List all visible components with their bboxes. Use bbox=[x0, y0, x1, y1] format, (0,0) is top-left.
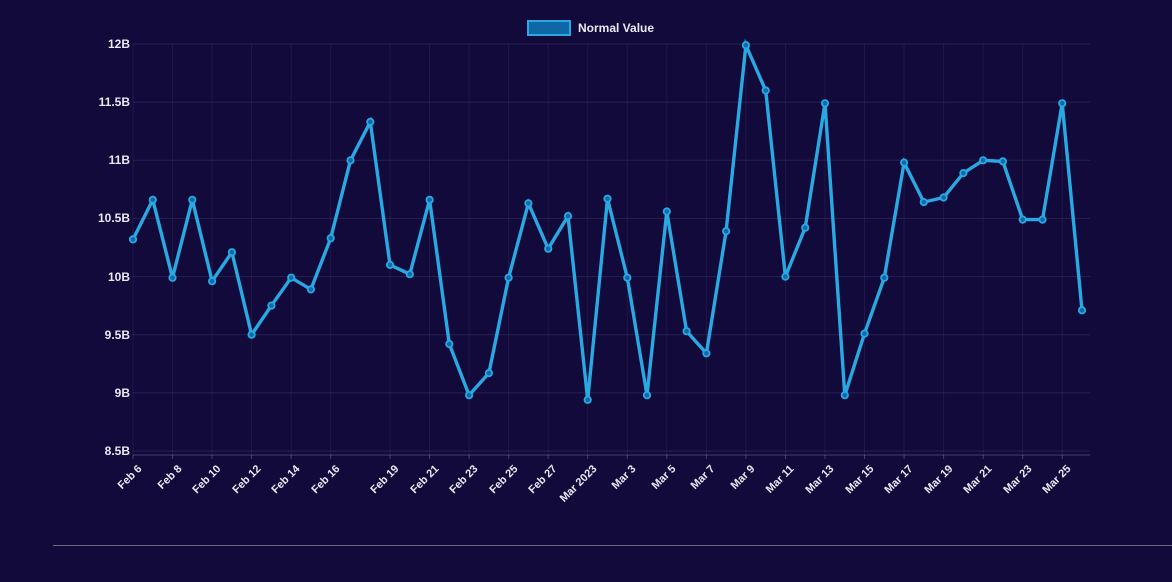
data-point-marker[interactable] bbox=[603, 194, 612, 203]
data-point-marker[interactable] bbox=[1018, 215, 1027, 224]
data-point-marker[interactable] bbox=[583, 395, 592, 404]
data-point-marker[interactable] bbox=[741, 41, 751, 50]
data-point-marker[interactable] bbox=[544, 244, 553, 253]
data-point-marker[interactable] bbox=[168, 273, 177, 282]
data-point-marker[interactable] bbox=[721, 227, 731, 236]
y-axis-label: 8.5B bbox=[104, 444, 130, 458]
data-point-marker[interactable] bbox=[939, 193, 948, 202]
data-point-marker[interactable] bbox=[524, 199, 533, 208]
data-point-marker[interactable] bbox=[880, 273, 889, 282]
data-point-marker[interactable] bbox=[820, 99, 830, 108]
y-axis-label: 11B bbox=[108, 153, 130, 168]
data-point-marker[interactable] bbox=[306, 285, 315, 294]
y-axis-label: 9B bbox=[114, 385, 130, 400]
data-point-marker[interactable] bbox=[484, 368, 493, 378]
data-point-marker[interactable] bbox=[366, 117, 375, 127]
data-point-marker[interactable] bbox=[682, 327, 691, 336]
data-point-marker[interactable] bbox=[247, 330, 256, 339]
legend-swatch bbox=[527, 20, 571, 36]
data-point-marker[interactable] bbox=[326, 234, 335, 243]
y-axis-label: 9.5B bbox=[104, 327, 130, 342]
data-point-marker[interactable] bbox=[148, 195, 157, 204]
data-point-marker[interactable] bbox=[840, 391, 849, 400]
data-point-marker[interactable] bbox=[464, 391, 474, 400]
data-point-marker[interactable] bbox=[128, 235, 138, 244]
data-point-marker[interactable] bbox=[998, 157, 1008, 166]
data-point-marker[interactable] bbox=[860, 329, 869, 338]
data-point-marker[interactable] bbox=[642, 391, 652, 400]
data-point-marker[interactable] bbox=[781, 272, 790, 281]
data-point-marker[interactable] bbox=[563, 212, 573, 221]
data-point-marker[interactable] bbox=[801, 223, 810, 232]
data-point-marker[interactable] bbox=[1077, 306, 1087, 315]
series-line bbox=[131, 38, 1084, 400]
y-axis-label: 10B bbox=[107, 269, 130, 284]
data-point-marker[interactable] bbox=[623, 273, 632, 282]
data-point-marker[interactable] bbox=[445, 339, 454, 349]
y-axis-label: 12B bbox=[107, 37, 130, 51]
bottom-divider-line bbox=[53, 545, 1172, 546]
data-point-marker[interactable] bbox=[662, 207, 671, 216]
data-point-marker[interactable] bbox=[1038, 215, 1047, 224]
data-point-marker[interactable] bbox=[208, 277, 217, 286]
data-point-marker[interactable] bbox=[978, 156, 988, 165]
data-point-marker[interactable] bbox=[287, 273, 296, 282]
legend-item-normal-value[interactable]: Normal Value bbox=[527, 20, 654, 36]
data-point-marker[interactable] bbox=[188, 195, 197, 204]
data-point-marker[interactable] bbox=[227, 248, 236, 257]
data-point-marker[interactable] bbox=[761, 86, 770, 95]
data-point-marker[interactable] bbox=[899, 158, 909, 167]
data-point-marker[interactable] bbox=[702, 349, 711, 358]
data-point-marker[interactable] bbox=[425, 195, 434, 204]
legend-label: Normal Value bbox=[578, 21, 655, 35]
data-point-marker[interactable] bbox=[405, 270, 414, 279]
data-point-marker[interactable] bbox=[504, 273, 513, 282]
y-axis-label: 11.5B bbox=[98, 95, 130, 110]
y-axis-label: 10.5B bbox=[97, 211, 130, 226]
data-point-marker[interactable] bbox=[919, 198, 928, 207]
data-point-marker[interactable] bbox=[1058, 99, 1067, 108]
data-point-marker[interactable] bbox=[267, 301, 276, 310]
data-point-marker[interactable] bbox=[959, 169, 968, 178]
data-point-marker[interactable] bbox=[385, 260, 395, 269]
data-point-marker[interactable] bbox=[346, 156, 355, 165]
